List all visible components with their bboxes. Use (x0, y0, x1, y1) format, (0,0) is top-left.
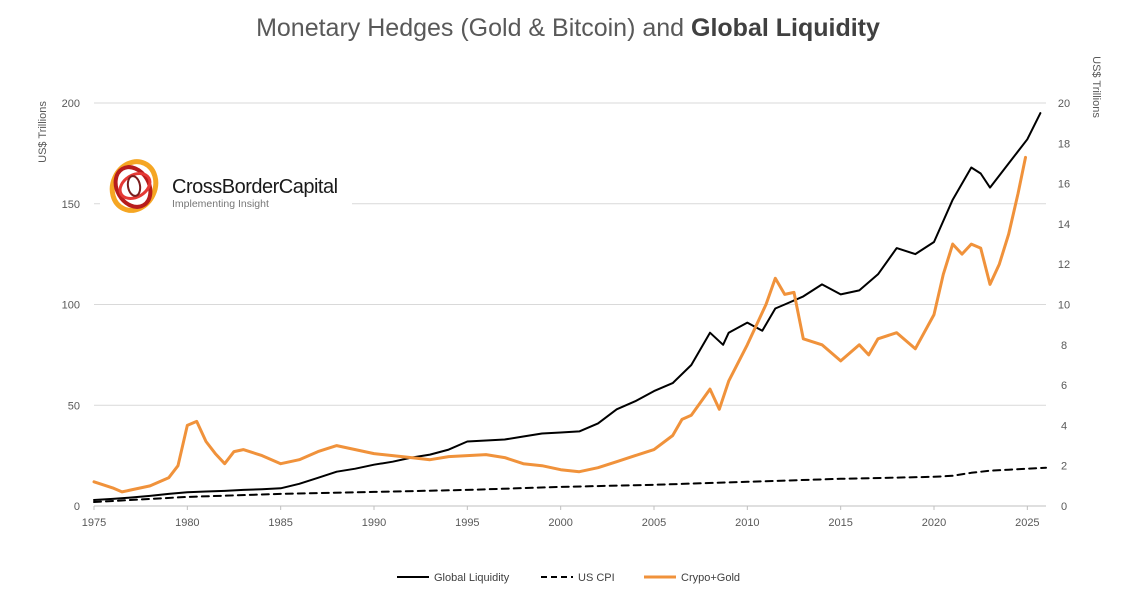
y-tick-left: 200 (62, 98, 80, 110)
y-tick-right: 12 (1058, 259, 1070, 271)
y-tick-left: 50 (68, 400, 80, 412)
y-tick-right: 10 (1058, 300, 1070, 312)
y-tick-left: 0 (74, 501, 80, 513)
legend-label-us-cpi: US CPI (578, 572, 615, 584)
legend-label-global-liquidity: Global Liquidity (434, 572, 510, 584)
y-tick-right: 16 (1058, 179, 1070, 191)
x-tick: 1975 (82, 517, 106, 529)
chart-title-bold: Global Liquidity (691, 14, 880, 42)
x-tick: 2015 (828, 517, 852, 529)
y-tick-right: 14 (1058, 219, 1070, 231)
legend: Global Liquidity US CPI Crypo+Gold (397, 572, 740, 584)
x-tick: 2005 (642, 517, 666, 529)
x-tick: 2010 (735, 517, 759, 529)
x-tick: 1985 (268, 517, 292, 529)
x-tick: 2020 (922, 517, 946, 529)
logo-tagline: Implementing Insight (172, 198, 269, 210)
chart-title-regular: Monetary Hedges (Gold & Bitcoin) and (256, 14, 691, 42)
crossborder-logo: CrossBorderCapital Implementing Insight (100, 152, 352, 218)
y-tick-right: 8 (1061, 340, 1067, 352)
series-line-crypo-gold (92, 155, 1027, 494)
x-tick: 1995 (455, 517, 479, 529)
logo-brand-text: CrossBorderCapital (172, 176, 338, 198)
legend-label-crypo-gold: Crypo+Gold (681, 572, 740, 584)
x-tick: 2000 (548, 517, 572, 529)
series-layer (92, 112, 1047, 503)
y-tick-left: 150 (62, 199, 80, 211)
x-tick: 1980 (175, 517, 199, 529)
y-tick-right: 2 (1061, 461, 1067, 473)
y-tick-right: 18 (1058, 138, 1070, 150)
y-axis-left-title: US$ Trillions (37, 101, 49, 163)
chart-title: Monetary Hedges (Gold & Bitcoin) and Glo… (256, 14, 880, 42)
series-line-us-cpi (93, 466, 1047, 503)
y-tick-left: 100 (62, 300, 80, 312)
logo-swirl-icon (109, 159, 159, 213)
y-tick-right: 0 (1061, 501, 1067, 513)
y-axis-right-title: US$ Trillions (1090, 56, 1102, 118)
y-tick-right: 20 (1058, 98, 1070, 110)
x-tick: 1990 (362, 517, 386, 529)
y-tick-right: 6 (1061, 380, 1067, 392)
y-tick-right: 4 (1061, 420, 1067, 432)
x-tick: 2025 (1015, 517, 1039, 529)
series-line-global-liquidity (93, 112, 1042, 501)
